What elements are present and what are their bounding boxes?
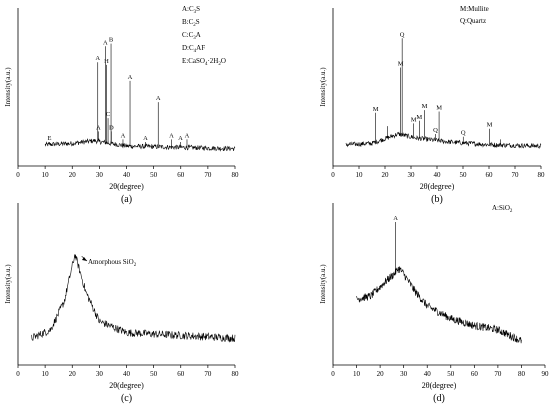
- x-tick-label-c-6: 60: [177, 370, 185, 378]
- peak-label-a-8: A: [121, 132, 126, 139]
- annotation-c: Amorphous SiO2: [88, 258, 137, 268]
- x-tick-label-b-0: 0: [331, 171, 335, 179]
- series-trace-d: [356, 266, 522, 344]
- x-tick-label-d-9: 90: [542, 370, 550, 378]
- chart-panel-a: A:C3S B:C2S C:C3A D:C4AF E:CaSO4·2H2O 0 1…: [4, 5, 239, 205]
- chart-panel-b: M:Mullite Q:Quartz 0 10 20 30 40 50 60 70 80 2θ(d…: [319, 5, 545, 205]
- x-tick-label-c-0: 0: [16, 370, 20, 378]
- x-tick-label-b-1: 10: [356, 171, 364, 179]
- x-tick-label-b-2: 20: [382, 171, 390, 179]
- x-tick-label-c-5: 50: [150, 370, 158, 378]
- peak-label-b-0: M: [373, 106, 379, 113]
- peak-label-b-2: M: [398, 61, 404, 68]
- peak-label-a-7: D: [109, 124, 114, 131]
- peak-label-b-5: M: [416, 114, 422, 121]
- series-trace-a: [44, 138, 236, 152]
- x-tick-label-a-8: 80: [232, 171, 240, 179]
- peak-label-b-6: M: [422, 103, 428, 110]
- peak-label-b-4: M: [411, 116, 417, 123]
- x-tick-label-c-2: 20: [69, 370, 77, 378]
- peak-label-a-4: H: [104, 58, 109, 65]
- y-axis-label-b: Intensity(a.u.): [319, 67, 327, 107]
- legend-a-item-3: C:C3A: [182, 31, 201, 41]
- x-tick-label-a-3: 30: [96, 171, 104, 179]
- panel-label-d: (d): [433, 393, 445, 404]
- chart-panel-c: Amorphous SiO2 0 10 20 30 40 50 60 70 80 2θ(degre…: [4, 203, 239, 404]
- x-tick-label-b-6: 60: [486, 171, 494, 179]
- x-tick-label-a-0: 0: [16, 171, 20, 179]
- x-tick-label-d-0: 0: [331, 370, 335, 378]
- peak-label-a-14: A: [185, 132, 190, 139]
- x-tick-label-b-5: 50: [460, 171, 468, 179]
- x-tick-label-b-3: 30: [408, 171, 416, 179]
- peak-label-a-10: A: [143, 135, 148, 142]
- y-axis-label-a: Intensity(a.u.): [4, 67, 12, 107]
- x-axis-label-a: 2θ(degree): [109, 182, 144, 191]
- legend-b: M:Mullite Q:Quartz: [460, 5, 489, 25]
- x-tick-label-a-1: 10: [42, 171, 50, 179]
- legend-d-item-1: A:SiO2: [492, 204, 513, 214]
- legend-b-item-1: M:Mullite: [460, 5, 489, 13]
- x-tick-label-b-8: 80: [538, 171, 546, 179]
- x-tick-label-a-5: 50: [150, 171, 158, 179]
- legend-a-item-2: B:C2S: [182, 18, 200, 28]
- peak-label-b-7: Q: [433, 127, 438, 134]
- x-tick-label-a-6: 60: [177, 171, 185, 179]
- peak-label-a-6: B: [109, 37, 114, 44]
- panel-label-a: (a): [121, 194, 132, 205]
- x-tick-label-b-4: 40: [434, 171, 442, 179]
- x-tick-label-c-8: 80: [232, 370, 240, 378]
- peak-label-a-11: A: [156, 95, 161, 102]
- x-tick-label-a-7: 70: [204, 171, 212, 179]
- peak-label-a-0: E: [47, 135, 51, 142]
- peak-label-b-8: M: [436, 104, 442, 111]
- x-tick-label-d-3: 30: [400, 370, 408, 378]
- legend-a-item-1: A:C3S: [182, 5, 200, 15]
- x-tick-label-d-2: 20: [377, 370, 385, 378]
- peak-label-a-2: A: [96, 124, 101, 131]
- legend-a-item-5: E:CaSO4·2H2O: [182, 57, 226, 67]
- x-tick-label-c-4: 40: [123, 370, 131, 378]
- y-axis-label-d: Intensity(a.u.): [319, 264, 327, 304]
- peak-label-a-9: A: [128, 74, 133, 81]
- x-tick-label-c-3: 30: [96, 370, 104, 378]
- x-tick-label-d-4: 40: [424, 370, 432, 378]
- peak-label-b-9: Q: [461, 130, 466, 137]
- legend-a: A:C3S B:C2S C:C3A D:C4AF E:CaSO4·2H2O: [182, 5, 226, 67]
- peak-label-d-0: A: [393, 215, 398, 222]
- series-trace-c: [31, 254, 236, 343]
- x-tick-label-c-7: 70: [204, 370, 212, 378]
- peak-label-b-10: M: [487, 122, 493, 129]
- x-tick-label-d-8: 80: [518, 370, 526, 378]
- chart-panel-d: A:SiO2 0 10 20 30 40 50 60 70 80 90 2θ(degree) Inte…: [319, 203, 549, 404]
- peak-label-a-1: A: [95, 55, 100, 62]
- panel-label-c: (c): [121, 393, 132, 404]
- x-tick-label-d-5: 50: [447, 370, 455, 378]
- peak-label-a-5: C: [106, 111, 110, 118]
- legend-a-item-4: D:C4AF: [182, 44, 205, 54]
- x-axis-label-d: 2θ(degree): [422, 381, 457, 390]
- annotation-amorphous: Amorphous SiO2: [88, 258, 137, 268]
- x-axis-label-b: 2θ(degree): [420, 182, 455, 191]
- y-axis-label-c: Intensity(a.u.): [4, 264, 12, 304]
- x-tick-label-a-4: 40: [123, 171, 131, 179]
- x-tick-label-b-7: 70: [512, 171, 520, 179]
- legend-b-item-2: Q:Quartz: [460, 17, 486, 25]
- legend-d: A:SiO2: [492, 204, 513, 214]
- series-trace-b: [345, 131, 542, 149]
- x-tick-label-d-6: 60: [471, 370, 479, 378]
- peak-label-b-3: Q: [400, 31, 405, 38]
- x-tick-label-a-2: 20: [69, 171, 77, 179]
- peak-label-a-13: A: [178, 135, 183, 142]
- x-axis-label-c: 2θ(degree): [109, 381, 144, 390]
- x-tick-label-d-7: 70: [494, 370, 502, 378]
- panel-label-b: (b): [431, 194, 443, 205]
- x-tick-label-c-1: 10: [42, 370, 50, 378]
- x-tick-label-d-1: 10: [353, 370, 361, 378]
- peak-label-a-3: A: [103, 39, 108, 46]
- peak-label-a-12: A: [169, 132, 174, 139]
- annotation-arrowhead-c: [82, 257, 87, 261]
